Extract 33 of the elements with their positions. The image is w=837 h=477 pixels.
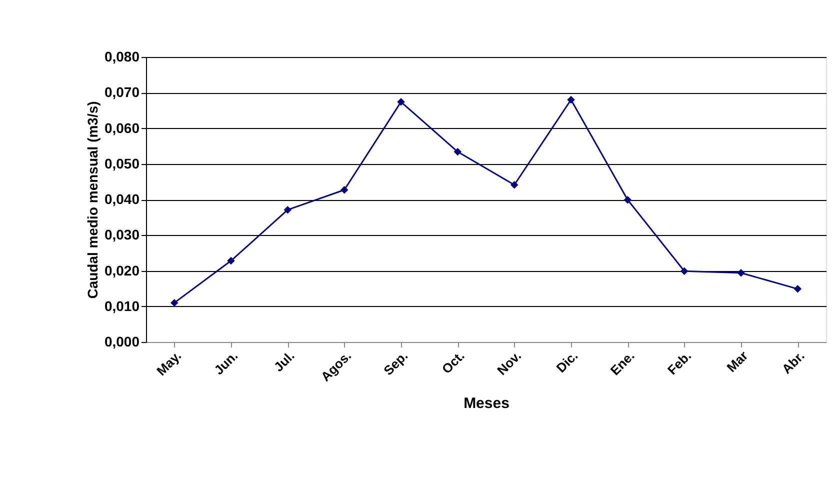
y-tick-label: 0,030 (104, 226, 140, 243)
x-tick-label: Jun. (211, 348, 241, 378)
point (794, 285, 802, 293)
y-tick-label: 0,050 (104, 155, 140, 172)
x-axis-title: Meses (464, 395, 510, 412)
y-tick-label: 0,020 (104, 262, 140, 278)
x-tick-label: Ene. (607, 348, 638, 378)
x-tick-label: Jul. (270, 348, 298, 375)
point (454, 148, 462, 156)
point (737, 269, 745, 277)
point (567, 96, 575, 104)
point (170, 298, 178, 307)
x-tick-label: Oct. (438, 348, 468, 377)
y-tick-label: 0,040 (104, 191, 140, 207)
y-tick-label: 0,060 (104, 120, 140, 136)
y-tick-label: 0,080 (104, 48, 140, 64)
point (340, 186, 348, 194)
y-tick-label: 0,070 (104, 84, 140, 100)
y-axis-title: Caudal medio mensual (m3/s) (84, 101, 100, 299)
point (284, 206, 292, 214)
point (510, 181, 518, 189)
point (397, 98, 405, 106)
x-tick-label: Mar (724, 348, 751, 376)
point (624, 196, 632, 204)
x-tick-label: Sep. (380, 348, 411, 378)
x-tick-label: Abr. (778, 348, 808, 377)
point (227, 256, 235, 265)
y-tick-label: 0,010 (104, 298, 140, 314)
x-tick-label: Nov. (494, 348, 524, 378)
point (680, 267, 688, 275)
x-tick-label: Feb. (664, 348, 694, 378)
x-tick-label: Dic. (553, 348, 581, 376)
y-tick-label: 0,000 (104, 334, 140, 350)
